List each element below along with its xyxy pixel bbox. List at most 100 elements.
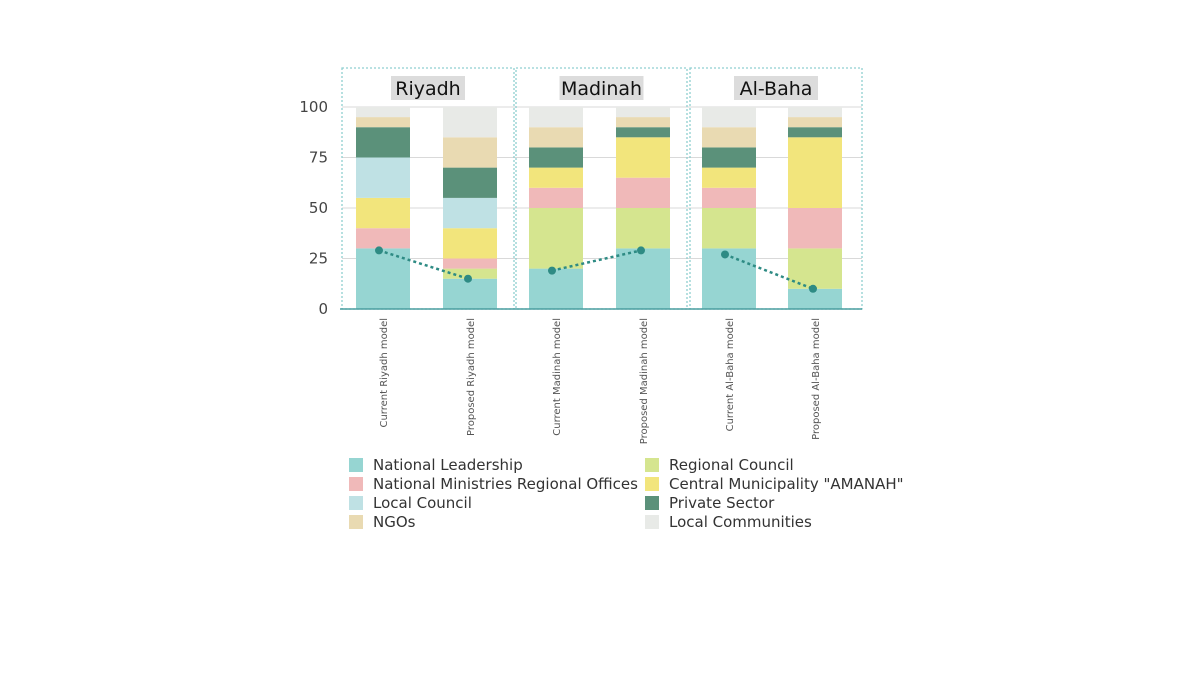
bar-stack-current-madinah-model bbox=[529, 107, 583, 309]
bar-segment-local-communities-current-al-baha-model bbox=[702, 107, 756, 128]
legend-item-central-municipality-amanah: Central Municipality "AMANAH" bbox=[645, 475, 904, 493]
panel-title-al-baha: Al-Baha bbox=[740, 78, 813, 100]
bar-segment-private-sector-current-riyadh-model bbox=[356, 127, 410, 158]
bar-segment-regional-council-proposed-riyadh-model bbox=[443, 268, 497, 279]
bar-segment-regional-council-current-madinah-model bbox=[529, 208, 583, 269]
x-category-label-current-riyadh-model: Current Riyadh model bbox=[379, 318, 390, 428]
bar-segment-private-sector-current-madinah-model bbox=[529, 147, 583, 168]
legend-swatch-ngos bbox=[349, 515, 363, 529]
bars bbox=[356, 107, 842, 309]
trend-marker-madinah-end bbox=[637, 246, 645, 255]
panel-title-bg-madinah bbox=[559, 76, 644, 100]
bar-segment-private-sector-current-al-baha-model bbox=[702, 147, 756, 168]
legend-swatch-local-council bbox=[349, 496, 363, 510]
bar-segment-national-leadership-proposed-riyadh-model bbox=[443, 278, 497, 309]
panel-border-al-baha bbox=[689, 67, 863, 310]
legend-label-local-communities: Local Communities bbox=[669, 513, 812, 531]
legend-item-national-ministries-regional-offices: National Ministries Regional Offices bbox=[349, 475, 638, 493]
x-category-label-current-madinah-model: Current Madinah model bbox=[552, 318, 563, 436]
trend-marker-riyadh-start bbox=[375, 246, 383, 255]
bar-stack-proposed-madinah-model bbox=[616, 107, 670, 309]
bar-segment-central-municipality-amanah-proposed-al-baha-model bbox=[788, 137, 842, 208]
bar-segment-national-ministries-regional-offices-current-riyadh-model bbox=[356, 228, 410, 249]
trend-marker-riyadh-end bbox=[464, 274, 472, 283]
bar-segment-ngos-current-madinah-model bbox=[529, 127, 583, 148]
bar-segment-regional-council-proposed-madinah-model bbox=[616, 208, 670, 249]
bar-segment-national-leadership-current-al-baha-model bbox=[702, 248, 756, 309]
grid-lines bbox=[342, 106, 862, 259]
bar-segment-national-leadership-proposed-madinah-model bbox=[616, 248, 670, 309]
bar-stack-proposed-al-baha-model bbox=[788, 107, 842, 309]
x-category-label-proposed-riyadh-model: Proposed Riyadh model bbox=[466, 318, 477, 436]
bar-stack-current-riyadh-model bbox=[356, 107, 410, 309]
legend-swatch-local-communities bbox=[645, 515, 659, 529]
bar-segment-national-ministries-regional-offices-proposed-riyadh-model bbox=[443, 258, 497, 269]
legend-label-private-sector: Private Sector bbox=[669, 494, 775, 512]
y-tick-label-25: 25 bbox=[309, 250, 328, 268]
panels: Riyadh Madinah Al-Baha bbox=[341, 67, 863, 310]
bar-segment-local-communities-proposed-riyadh-model bbox=[443, 107, 497, 138]
bar-segment-local-communities-current-riyadh-model bbox=[356, 107, 410, 118]
panel-title-bg-al-baha bbox=[734, 76, 818, 100]
bar-segment-national-ministries-regional-offices-proposed-al-baha-model bbox=[788, 208, 842, 249]
bar-segment-regional-council-current-al-baha-model bbox=[702, 208, 756, 249]
legend-item-local-council: Local Council bbox=[349, 494, 472, 512]
bar-segment-ngos-proposed-al-baha-model bbox=[788, 117, 842, 128]
y-tick-label-75: 75 bbox=[309, 149, 328, 167]
bar-segment-ngos-current-al-baha-model bbox=[702, 127, 756, 148]
category-labels: Current Riyadh model Proposed Riyadh mode… bbox=[379, 318, 822, 444]
legend-label-regional-council: Regional Council bbox=[669, 456, 794, 474]
legend-item-ngos: NGOs bbox=[349, 513, 416, 531]
legend-label-ngos: NGOs bbox=[373, 513, 416, 531]
x-category-label-current-al-baha-model: Current Al-Baha model bbox=[725, 318, 736, 431]
trend-marker-al-baha-start bbox=[721, 250, 729, 259]
y-axis: 0 25 50 75 100 bbox=[299, 98, 862, 318]
legend-swatch-national-ministries-regional-offices bbox=[349, 477, 363, 491]
legend-label-national-ministries-regional-offices: National Ministries Regional Offices bbox=[373, 475, 638, 493]
trend-line-al-baha bbox=[724, 253, 814, 290]
bar-stack-proposed-riyadh-model bbox=[443, 107, 497, 309]
legend-item-regional-council: Regional Council bbox=[645, 456, 794, 474]
panel-border-riyadh bbox=[341, 67, 515, 310]
bar-segment-private-sector-proposed-madinah-model bbox=[616, 127, 670, 138]
bar-segment-ngos-proposed-riyadh-model bbox=[443, 137, 497, 168]
y-tick-label-100: 100 bbox=[299, 98, 328, 116]
bar-segment-private-sector-proposed-riyadh-model bbox=[443, 167, 497, 198]
bar-segment-local-communities-current-madinah-model bbox=[529, 107, 583, 128]
bar-segment-central-municipality-amanah-current-al-baha-model bbox=[702, 167, 756, 188]
bar-segment-central-municipality-amanah-proposed-madinah-model bbox=[616, 137, 670, 178]
legend-swatch-regional-council bbox=[645, 458, 659, 472]
y-tick-label-0: 0 bbox=[318, 300, 328, 318]
bar-segment-national-ministries-regional-offices-proposed-madinah-model bbox=[616, 177, 670, 208]
legend-swatch-national-leadership bbox=[349, 458, 363, 472]
bar-segment-private-sector-proposed-al-baha-model bbox=[788, 127, 842, 138]
bar-segment-regional-council-proposed-al-baha-model bbox=[788, 248, 842, 289]
legend-label-national-leadership: National Leadership bbox=[373, 456, 523, 474]
legend-swatch-central-municipality-amanah bbox=[645, 477, 659, 491]
bar-stack-current-al-baha-model bbox=[702, 107, 756, 309]
x-category-label-proposed-madinah-model: Proposed Madinah model bbox=[639, 318, 650, 444]
bar-segment-local-council-current-riyadh-model bbox=[356, 157, 410, 198]
legend-label-central-municipality-amanah: Central Municipality "AMANAH" bbox=[669, 475, 904, 493]
bar-segment-central-municipality-amanah-current-madinah-model bbox=[529, 167, 583, 188]
bar-segment-central-municipality-amanah-proposed-riyadh-model bbox=[443, 228, 497, 259]
bar-segment-central-municipality-amanah-current-riyadh-model bbox=[356, 197, 410, 229]
bar-segment-local-communities-proposed-madinah-model bbox=[616, 107, 670, 118]
legend-item-private-sector: Private Sector bbox=[645, 494, 775, 512]
bar-segment-national-leadership-current-riyadh-model bbox=[356, 248, 410, 309]
bar-segment-local-communities-proposed-al-baha-model bbox=[788, 107, 842, 118]
bar-segment-national-leadership-current-madinah-model bbox=[529, 268, 583, 309]
legend-label-local-council: Local Council bbox=[373, 494, 472, 512]
bar-segment-local-council-proposed-riyadh-model bbox=[443, 197, 497, 229]
legend-item-local-communities: Local Communities bbox=[645, 513, 812, 531]
bar-segment-national-ministries-regional-offices-current-al-baha-model bbox=[702, 187, 756, 208]
trend-lines bbox=[375, 246, 817, 293]
trend-marker-madinah-start bbox=[548, 266, 556, 275]
y-tick-label-50: 50 bbox=[309, 199, 328, 217]
panel-title-riyadh: Riyadh bbox=[395, 78, 460, 100]
legend-swatch-private-sector bbox=[645, 496, 659, 510]
bar-segment-ngos-proposed-madinah-model bbox=[616, 117, 670, 128]
bar-segment-national-ministries-regional-offices-current-madinah-model bbox=[529, 187, 583, 208]
